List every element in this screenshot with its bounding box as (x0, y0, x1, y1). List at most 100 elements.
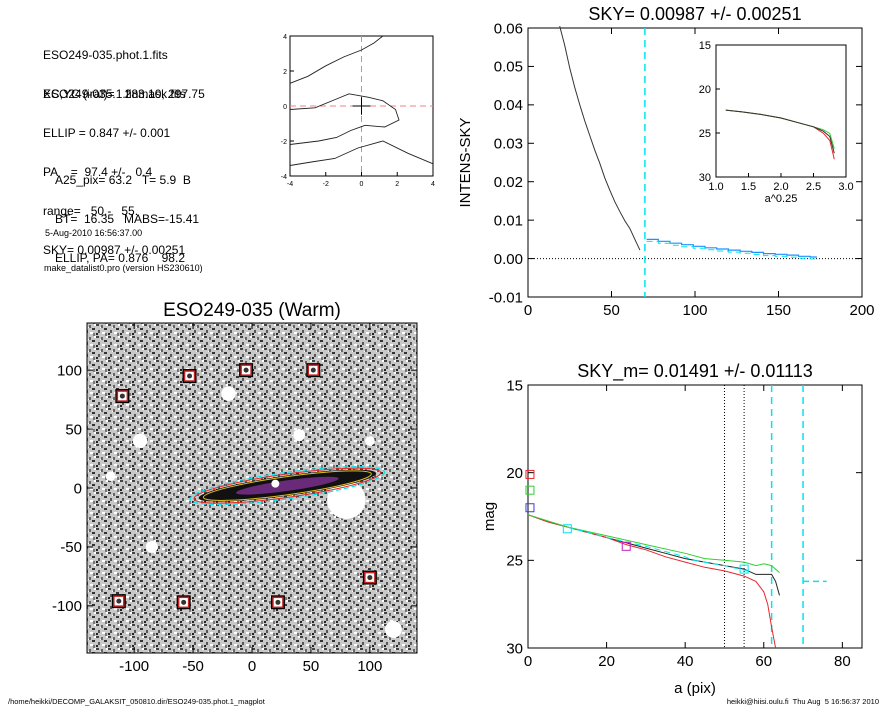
sky-model-steps (646, 238, 817, 258)
footer-host: heikki@hiisi.oulu.fi Thu Aug 5 16:56:37 … (726, 697, 879, 706)
image-x-tick-label: -50 (182, 658, 204, 675)
mag-marker-cyan (562, 524, 572, 534)
y-tick-label: -4 (281, 174, 287, 181)
mag-y-tick-label: 30 (506, 640, 523, 657)
sky-x-tick-label: 150 (766, 302, 791, 319)
mag-xlabel: a (pix) (674, 680, 716, 697)
sky-x-tick-label: 50 (603, 302, 620, 319)
image-x-tick-label: 100 (357, 658, 382, 675)
image-y-tick-label: 50 (65, 421, 82, 438)
star-point (119, 393, 125, 399)
mag-x-tick-label: 80 (834, 653, 851, 670)
inset-x-tick-label: 1.0 (708, 181, 723, 193)
mag-y-tick-label: 25 (506, 553, 523, 570)
galaxy-ellipse-yellow (202, 470, 372, 501)
x-tick-label: 0 (360, 181, 364, 188)
star-point (243, 367, 249, 373)
star-box-inner (272, 596, 284, 609)
y-tick-label: 4 (283, 34, 287, 41)
mag-ylabel: mag (481, 502, 498, 531)
mag-x-tick-label: 40 (677, 653, 694, 670)
info-line: BT= 16.35 MABS=-15.41 (55, 212, 200, 226)
image-title: ESO249-035 (Warm) (163, 300, 341, 321)
sky-x-tick-label: 100 (682, 302, 707, 319)
contour-line (289, 35, 384, 84)
mag-y-tick-label: 15 (506, 377, 523, 394)
sky-y-tick-label: 0.00 (494, 251, 523, 268)
y-tick-label: 0 (283, 104, 287, 111)
sky-x-tick-label: 0 (524, 302, 532, 319)
inset-y-tick-label: 15 (699, 40, 711, 52)
image-y-tick-label: 100 (57, 362, 82, 379)
star-point (367, 575, 373, 581)
sky-ylabel: INTENS-SKY (457, 117, 474, 207)
mag-marker-blue (525, 503, 535, 513)
x-tick-label: 2 (395, 181, 399, 188)
sky-x-tick-label: 200 (849, 302, 874, 319)
footer-path: /home/heikki/DECOMP_GALAKSIT_050810.dir/… (8, 697, 265, 706)
image-y-tick-label: -50 (60, 539, 82, 556)
y-tick-label: 2 (283, 69, 287, 76)
galaxy-core (235, 476, 339, 495)
star-point (187, 373, 193, 379)
star-box-inner (177, 596, 190, 609)
inset-y-tick-label: 30 (699, 172, 711, 184)
sky-y-tick-label: -0.01 (489, 289, 523, 306)
info-line: range= 50.- 55. (43, 204, 139, 218)
info-line: XC,YC (iraf)= 283.10, 297.75 (43, 87, 205, 101)
sky-y-tick-label: 0.02 (494, 174, 523, 191)
image-y-tick-label: 0 (74, 480, 82, 497)
info-line: ESO249-035.1.finmask.fits (43, 87, 186, 101)
axes-frame (527, 384, 863, 649)
mask-blob (132, 433, 148, 449)
sky-plot: SKY= 0.00987 +/- 0.00251 INTENS-SKY 0 50 100… (457, 4, 875, 319)
sky-profile-line (559, 25, 641, 251)
mag-x-tick-label: 20 (598, 653, 615, 670)
star-box-inner (113, 595, 125, 607)
mask-blob (385, 621, 402, 638)
star-box-inner (364, 571, 376, 584)
image-plot: ESO249-035 (Warm) -100 -50 0 50 100 -100 -50 0 50… (52, 300, 418, 675)
sky-y-tick-label: 0.03 (494, 136, 523, 153)
x-tick-label: -2 (323, 181, 329, 188)
mag-marker-cyan (739, 564, 749, 574)
star-point (310, 367, 316, 373)
mag-series-cyan (567, 526, 749, 572)
mag-plot: SKY_m= 0.01491 +/- 0.01113 a (pix) mag 0 20 4… (481, 361, 863, 697)
mag-y-tick-label: 20 (506, 465, 523, 482)
sky-y-tick-label: 0.05 (494, 59, 523, 76)
image-y-tick-label: -100 (52, 598, 82, 615)
mask-blob (365, 436, 375, 446)
info-params: XC,YC (iraf)= 283.10, 297.75 ELLIP = 0.8… (43, 62, 205, 270)
image-content (105, 386, 402, 638)
inset-x-tick-label: 2.0 (773, 181, 788, 193)
info-version: make_datalist0.pro (version HS230610) (44, 263, 203, 273)
star-box-inner (183, 370, 196, 382)
star-point (181, 599, 187, 605)
star-box-inner (240, 364, 252, 376)
inset-y-tick-label: 25 (699, 128, 711, 140)
mag-series-red (527, 514, 777, 649)
inset-y-tick-label: 20 (699, 84, 711, 96)
y-tick-label: -2 (281, 139, 287, 146)
contour-plot: -4 -2 0 2 4 -4 -2 0 2 4 (281, 34, 435, 188)
info-files: ESO249-035.phot.1.fits ESO249-035.1.finm… (43, 23, 186, 114)
inset-x-tick-label: 3.0 (838, 181, 853, 193)
mask-blob (221, 386, 236, 401)
mag-title: SKY_m= 0.01491 +/- 0.01113 (577, 361, 813, 382)
sky-y-tick-label: 0.04 (494, 97, 523, 114)
inset-xlabel: a^0.25 (765, 193, 798, 205)
info-meta: 5-Aug-2010 16:56:37.00 make_datalist0.pr… (44, 206, 203, 285)
mag-marker-green (525, 485, 535, 495)
sky-y-tick-label: 0.06 (494, 20, 523, 37)
mag-x-tick-label: 60 (755, 653, 772, 670)
info-line: A25_pix= 63.2 T= 5.9 B (55, 173, 191, 187)
galaxy (189, 466, 386, 506)
galaxy-ellipse-cyan (189, 466, 386, 506)
star-box-inner (307, 364, 320, 376)
inset-x-tick-label: 2.5 (806, 181, 821, 193)
image-x-tick-label: 0 (248, 658, 256, 675)
galaxy-nucleus (271, 479, 280, 488)
mask-blob (145, 540, 158, 553)
